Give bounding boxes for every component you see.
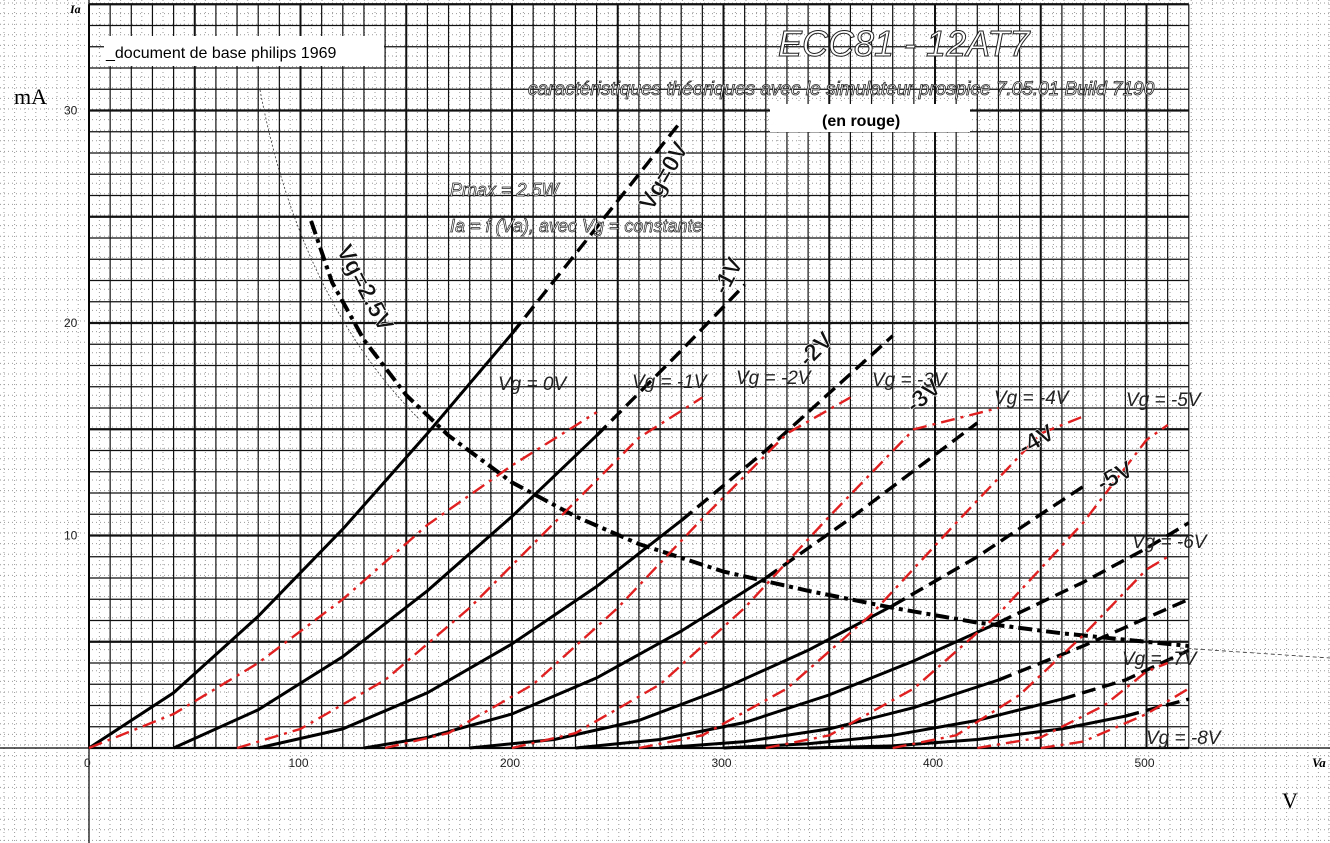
y-axis-label: Ia bbox=[69, 2, 81, 16]
source-note: _document de base philips 1969 bbox=[105, 45, 336, 62]
red-note-box bbox=[770, 104, 970, 132]
pmax-curve-line bbox=[309, 220, 1189, 648]
simulation-curve-Vg = -6V bbox=[892, 555, 1169, 750]
pmax-thin-curve bbox=[259, 89, 421, 421]
pmax-curve bbox=[259, 89, 1330, 659]
x-axis-label: Va bbox=[1312, 755, 1326, 770]
relation-annotation: Ia = f (Va), avec Vg = constante bbox=[450, 216, 702, 236]
simulation-label: Vg = -3V bbox=[872, 370, 949, 391]
simulation-curve-Vg = -5V bbox=[765, 424, 1169, 750]
philips-curve-dashed--6V bbox=[997, 597, 1190, 682]
chart-title: ECC81 - 12AT7 bbox=[778, 23, 1031, 64]
philips-label: -4V bbox=[1014, 419, 1060, 461]
philips-curve-0V bbox=[88, 332, 514, 750]
philips-curve-dashed--1V bbox=[595, 283, 746, 437]
simulation-label: Vg = -8V bbox=[1146, 728, 1223, 749]
simulation-curve-Vg = -3V bbox=[511, 406, 999, 750]
simulation-label: Vg = 0V bbox=[498, 374, 568, 395]
philips-curve--8V bbox=[808, 714, 1126, 750]
x-tick-label: 200 bbox=[500, 756, 520, 770]
philips-curve--3V bbox=[363, 576, 767, 750]
x-unit: V bbox=[1282, 788, 1298, 813]
simulation-label: Vg = -2V bbox=[736, 368, 813, 389]
y-tick-label: 10 bbox=[64, 529, 78, 543]
philips-label: -1V bbox=[707, 253, 748, 299]
simulation-label: Vg = -6V bbox=[1132, 532, 1209, 553]
philips-curves bbox=[88, 120, 1190, 750]
philips-curve--2V bbox=[257, 519, 683, 750]
x-tick-label: 0 bbox=[84, 756, 91, 770]
x-tick-label: 100 bbox=[289, 756, 309, 770]
pmax-curve-label: Vg=2.5V bbox=[331, 240, 399, 336]
philips-curve-dashed--3V bbox=[764, 421, 979, 580]
y-tick-label: 30 bbox=[64, 104, 78, 118]
source-note-box bbox=[104, 36, 384, 66]
x-tick-label: 300 bbox=[712, 756, 732, 770]
simulation-label: Vg = -5V bbox=[1126, 390, 1203, 411]
y-unit: mA bbox=[14, 84, 47, 109]
philips-curve-dashed--5V bbox=[997, 521, 1190, 625]
simulation-label: Vg = -7V bbox=[1122, 649, 1199, 670]
tick-labels: 0 100 200 300 400 500 10 20 30 bbox=[64, 104, 1155, 771]
philips-curve--7V bbox=[723, 697, 1063, 750]
simulation-curve-Vg = -7V bbox=[977, 661, 1169, 750]
y-tick-label: 20 bbox=[64, 316, 78, 330]
simulation-curve-Vg = -4V bbox=[638, 415, 1084, 750]
philips-curve-dashed-0V bbox=[510, 120, 683, 335]
philips-curve--5V bbox=[575, 621, 1000, 750]
x-tick-label: 500 bbox=[1135, 756, 1155, 770]
philips-label: Vg=0V bbox=[634, 137, 694, 215]
red-note: (en rouge) bbox=[822, 113, 900, 130]
philips-curve-dashed--4V bbox=[891, 485, 1085, 608]
simulation-label: Vg = -1V bbox=[632, 372, 709, 393]
chart-subtitle: caractéristiques théoriques avec le simu… bbox=[528, 79, 1155, 100]
simulation-curve-Vg = 0V bbox=[88, 411, 598, 750]
simulation-curve-Vg = -8V bbox=[1040, 687, 1190, 750]
philips-curve--6V bbox=[659, 678, 999, 750]
philips-curve-dashed--2V bbox=[680, 334, 894, 522]
simulation-curves bbox=[88, 396, 1190, 750]
simulation-label: Vg = -4V bbox=[994, 388, 1071, 409]
simulation-curve-Vg = -1V bbox=[236, 396, 704, 750]
philips-curve--1V bbox=[172, 434, 598, 750]
x-tick-label: 400 bbox=[923, 756, 943, 770]
pmax-annotation: Pmax = 2.5W bbox=[450, 180, 561, 200]
philips-curve-dashed--7V bbox=[1061, 648, 1190, 701]
simulation-curve-Vg = -2V bbox=[384, 396, 851, 750]
